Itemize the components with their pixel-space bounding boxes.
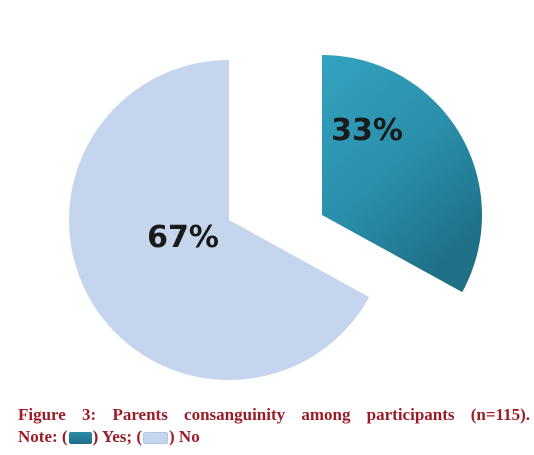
caption-note-line: Note: () Yes; () No xyxy=(18,427,200,446)
note-label: Note: xyxy=(18,427,58,446)
caption-title-line: Figure 3: Parents consanguinity among pa… xyxy=(18,404,530,426)
legend-swatch-no xyxy=(143,432,168,445)
legend-yes-label: ) Yes; xyxy=(92,427,133,446)
figure-caption: Figure 3: Parents consanguinity among pa… xyxy=(18,404,530,448)
slice-label-yes: 33% xyxy=(331,113,403,148)
figure-title: Parents consanguinity among participants… xyxy=(112,405,530,424)
pie-slice-yes xyxy=(322,55,483,293)
slice-label-no: 67% xyxy=(147,220,219,255)
pie-chart: 33% 67% xyxy=(69,55,483,380)
legend-no-label: ) No xyxy=(169,427,200,446)
figure-label: Figure 3: xyxy=(18,405,97,424)
pie-slice-no xyxy=(69,60,370,380)
legend-swatch-yes xyxy=(68,432,92,445)
